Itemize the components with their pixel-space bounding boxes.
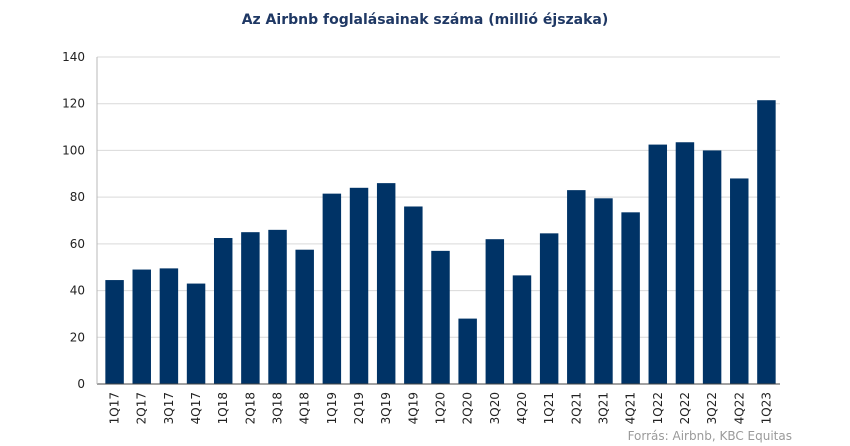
- x-tick-label: 3Q21: [596, 392, 610, 424]
- bar: [702, 150, 722, 384]
- y-tick-label: 80: [70, 190, 85, 204]
- x-tick-label: 4Q20: [515, 392, 529, 424]
- y-tick-label: 40: [70, 284, 85, 298]
- bar: [594, 198, 613, 384]
- x-tick-label: 4Q18: [298, 392, 312, 424]
- x-tick-label: 3Q20: [488, 392, 502, 424]
- bar: [730, 178, 749, 384]
- y-tick-label: 120: [62, 97, 85, 111]
- x-tick-label: 3Q22: [705, 392, 719, 424]
- chart-title: Az Airbnb foglalásainak száma (millió éj…: [242, 12, 609, 28]
- x-tick-label: 1Q17: [108, 392, 122, 424]
- x-tick-label: 1Q18: [216, 392, 230, 424]
- x-tick-label: 4Q17: [189, 392, 203, 424]
- source-note: Forrás: Airbnb, KBC Equitas: [628, 429, 792, 443]
- x-tick-label: 2Q20: [461, 392, 475, 424]
- bar: [485, 239, 505, 384]
- x-axis-ticks: 1Q17 2Q17 3Q17 4Q17 1Q18 2Q18 3Q18 4Q18 1Q19 2Q19…: [108, 392, 774, 424]
- bar: [512, 275, 532, 384]
- bar: [159, 268, 179, 384]
- x-tick-label: 4Q21: [624, 392, 638, 424]
- x-tick-label: 3Q18: [271, 392, 285, 424]
- bar: [268, 229, 287, 384]
- y-tick-label: 140: [62, 50, 85, 64]
- bar: [648, 144, 668, 384]
- bar: [621, 212, 640, 384]
- y-tick-label: 0: [77, 377, 85, 391]
- x-tick-label: 1Q20: [434, 392, 448, 424]
- bar: [241, 232, 260, 384]
- x-tick-label: 4Q22: [732, 392, 746, 424]
- x-tick-label: 2Q21: [569, 392, 583, 424]
- bar: [757, 100, 776, 384]
- x-tick-label: 2Q22: [678, 392, 692, 424]
- y-axis-ticks: 0 20 40 60 80 100 120 140: [62, 50, 85, 391]
- bar: [458, 318, 477, 384]
- bar: [567, 190, 586, 384]
- y-tick-label: 60: [70, 237, 85, 251]
- y-tick-label: 100: [62, 143, 85, 157]
- x-tick-label: 2Q17: [135, 392, 149, 424]
- bar: [349, 187, 369, 384]
- x-tick-label: 1Q23: [759, 392, 773, 424]
- x-tick-label: 2Q18: [243, 392, 257, 424]
- bar: [186, 283, 206, 384]
- x-tick-label: 3Q19: [379, 392, 393, 424]
- bar: [404, 206, 423, 384]
- x-tick-label: 1Q22: [651, 392, 665, 424]
- grid-lines: [97, 56, 780, 338]
- bar: [539, 233, 559, 384]
- y-tick-label: 20: [70, 330, 85, 344]
- bar: [105, 280, 124, 384]
- bar: [376, 183, 396, 384]
- bar: [675, 142, 695, 384]
- bar: [213, 238, 233, 384]
- x-tick-label: 4Q19: [406, 392, 420, 424]
- bar: [431, 250, 450, 384]
- bar: [322, 193, 342, 384]
- bar: [295, 249, 314, 384]
- x-tick-label: 1Q21: [542, 392, 556, 424]
- bars: [105, 100, 776, 384]
- x-tick-label: 3Q17: [162, 392, 176, 424]
- x-tick-label: 1Q19: [325, 392, 339, 424]
- bar: [132, 269, 151, 384]
- x-tick-label: 2Q19: [352, 392, 366, 424]
